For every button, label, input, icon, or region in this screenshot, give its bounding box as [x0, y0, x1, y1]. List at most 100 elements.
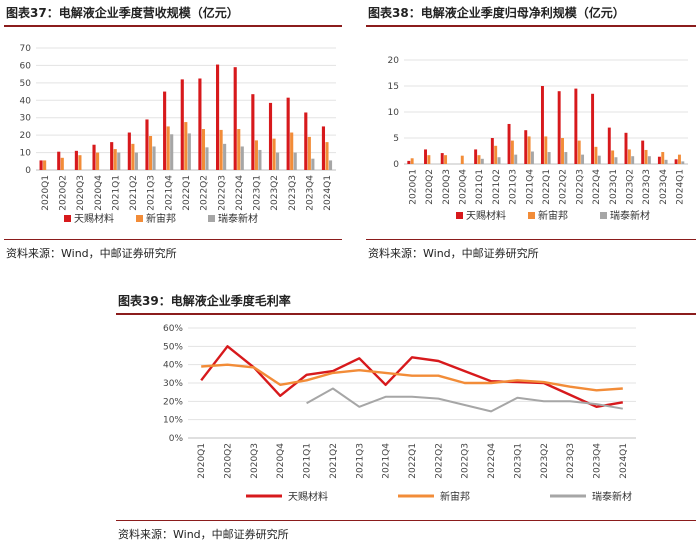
- chart1-bar: [293, 152, 297, 170]
- chart2-bar: [577, 140, 581, 164]
- chart1-xtick-label: 2022Q2: [200, 175, 210, 211]
- chart1-bar: [117, 152, 121, 170]
- chart1-xtick-label: 2022Q1: [182, 175, 192, 211]
- chart1-xtick-label: 2020Q4: [94, 175, 104, 211]
- chart1-bar: [216, 64, 220, 170]
- chart2-bar: [510, 140, 514, 164]
- chart2-xtick-label: 2021Q4: [525, 169, 535, 205]
- chart2-bar: [561, 138, 564, 164]
- chart2-bar: [410, 158, 414, 164]
- chart1-bar: [201, 129, 206, 170]
- chart1-bar: [254, 140, 258, 170]
- chart2-bar: [494, 145, 498, 164]
- chart2-bar: [594, 146, 598, 164]
- chart3-xtick-label: 2023Q1: [513, 443, 523, 479]
- chart1-bar: [240, 146, 244, 170]
- chart3-ytick-label: 50%: [163, 342, 183, 352]
- chart1-bar: [184, 122, 188, 170]
- chart1-xtick-label: 2022Q3: [217, 175, 227, 211]
- chart2-xtick-label: 2020Q3: [442, 169, 452, 205]
- chart2-bar: [591, 93, 595, 164]
- chart1-ytick-label: 10: [20, 149, 32, 159]
- chart3-xtick-label: 2023Q4: [592, 443, 602, 479]
- chart3-series-line: [201, 363, 623, 392]
- chart2-bar: [497, 157, 501, 164]
- chart2-xtick-label: 2023Q2: [626, 169, 636, 205]
- chart1-legend-label: 瑞泰新材: [218, 212, 258, 225]
- chart2-xtick-label: 2020Q2: [425, 169, 435, 205]
- chart1-bar: [205, 147, 209, 170]
- chart3-legend-label: 新宙邦: [440, 490, 470, 503]
- chart3-xtick-label: 2021Q1: [303, 443, 313, 479]
- chart3-gross-margin: 0% 10% 20% 30% 40% 50% 60% 2020Q1 2020Q2 2020Q3 20…: [163, 324, 636, 503]
- chart2-xtick-label: 2022Q2: [559, 169, 569, 205]
- chart3-xtick-label: 2023Q3: [566, 443, 576, 479]
- chart2-ytick-label: 20: [388, 56, 400, 66]
- chart1-ytick-label: 30: [20, 114, 32, 124]
- chart2-xtick-label: 2022Q1: [542, 169, 552, 205]
- chart2-bar: [661, 152, 665, 164]
- chart1-ytick-label: 70: [20, 44, 32, 54]
- chart2-bar: [547, 152, 551, 164]
- chart1-xtick-label: 2023Q3: [288, 175, 298, 211]
- chart2-ytick-label: 10: [388, 108, 400, 118]
- chart3-source-rule: [116, 520, 696, 521]
- chart2-xtick-label: 2020Q1: [408, 169, 418, 205]
- chart1-ytick-label: 20: [20, 131, 32, 141]
- chart1-bar: [321, 126, 326, 170]
- chart2-bar: [644, 149, 648, 164]
- chart1-ytick-label: 60: [20, 61, 32, 71]
- chart1-bar: [57, 151, 61, 170]
- chart1-bar: [180, 79, 184, 170]
- chart2-bar: [574, 88, 578, 164]
- chart2-legend-swatch: [600, 212, 607, 219]
- chart1-xtick-label: 2022Q4: [235, 175, 245, 211]
- chart2-ytick-label: 0: [393, 160, 399, 170]
- chart3-ytick-label: 10%: [163, 416, 183, 426]
- chart1-bar: [78, 155, 82, 170]
- chart3-ytick-label: 0%: [169, 434, 184, 444]
- chart2-bar: [641, 140, 645, 164]
- chart2-bar: [647, 156, 651, 164]
- chart2-bar: [530, 151, 534, 164]
- chart3-xtick-label: 2020Q4: [276, 443, 286, 479]
- chart1-bar: [145, 119, 149, 170]
- chart1-legend-label: 天赐材料: [74, 212, 114, 225]
- chart3-series-line: [306, 387, 623, 413]
- chart2-bar: [407, 160, 411, 164]
- chart1-xtick-label: 2021Q4: [164, 175, 174, 211]
- chart3-ytick-label: 20%: [163, 397, 183, 407]
- chart1-source-rule: [4, 239, 342, 240]
- chart1-xtick-label: 2023Q4: [306, 175, 316, 211]
- chart2-xtick-label: 2023Q1: [609, 169, 619, 205]
- chart3-xtick-label: 2022Q1: [408, 443, 418, 479]
- chart3-legend-label: 瑞泰新材: [592, 490, 632, 503]
- chart3-title: 图表39：电解液企业季度毛利率: [118, 294, 291, 308]
- chart1-bar: [92, 144, 96, 170]
- chart2-bar: [474, 149, 478, 164]
- chart1-bar: [170, 134, 174, 170]
- chart1-revenue: 0 10 20 30 40 50 60 70 2020Q1 2020Q2 2020Q3 2020Q4 2…: [20, 44, 336, 225]
- chart1-xtick-label: 2023Q2: [270, 175, 280, 211]
- chart1-xtick-label: 2021Q2: [129, 175, 139, 211]
- chart1-bar: [328, 160, 333, 170]
- chart2-bar: [424, 149, 427, 164]
- chart2-title: 图表38：电解液企业季度归母净利规模（亿元）: [368, 6, 625, 20]
- chart2-xtick-label: 2024Q1: [676, 169, 686, 205]
- chart2-bar: [507, 123, 511, 164]
- chart2-bar: [540, 86, 544, 164]
- chart2-bar: [657, 156, 661, 164]
- chart2-bar: [677, 154, 681, 164]
- chart3-xtick-label: 2021Q3: [355, 443, 365, 479]
- chart1-bar: [276, 152, 280, 170]
- chart2-legend-swatch: [528, 212, 535, 219]
- chart2-bar: [624, 132, 628, 164]
- chart1-bar: [113, 149, 117, 170]
- chart1-bar: [148, 136, 153, 170]
- chart2-bar: [480, 158, 484, 164]
- chart2-legend-label: 新宙邦: [538, 209, 568, 222]
- chart1-legend-swatch: [64, 215, 71, 222]
- chart2-bar: [440, 153, 444, 164]
- chart1-xtick-label: 2020Q2: [58, 175, 68, 211]
- chart2-bar: [490, 138, 494, 164]
